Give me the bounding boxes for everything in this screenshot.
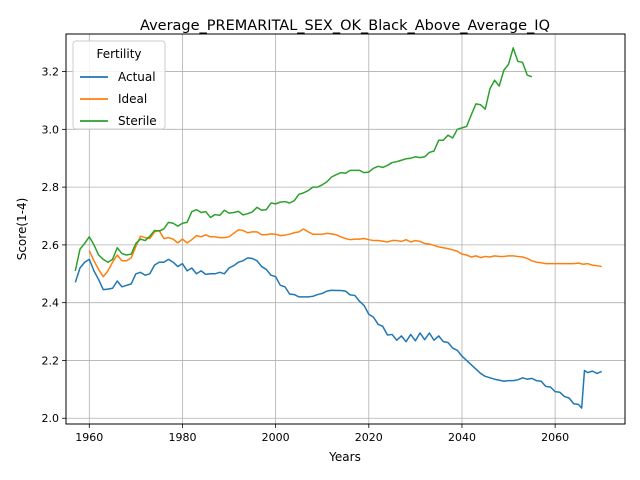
chart-title: Average_PREMARITAL_SEX_OK_Black_Above_Av… <box>140 18 550 34</box>
legend-title: Fertility <box>96 47 141 61</box>
x-tick-label: 2020 <box>355 431 383 444</box>
y-tick-label: 2.8 <box>42 181 60 194</box>
legend-box <box>72 40 166 130</box>
grid <box>66 34 625 424</box>
y-axis-label: Score(1-4) <box>15 198 29 261</box>
series-line-ideal <box>88 228 602 278</box>
x-tick-label: 2000 <box>262 431 290 444</box>
legend-items: Actual Ideal Sterile <box>80 70 157 128</box>
y-tick-label: 2.6 <box>42 239 60 252</box>
series-line-sterile <box>74 47 533 272</box>
x-tick-label: 1960 <box>75 431 103 444</box>
plot-frame <box>65 33 626 425</box>
legend-label-actual: Actual <box>118 70 156 84</box>
x-tick-label: 1980 <box>168 431 196 444</box>
x-tick-label: 2040 <box>448 431 476 444</box>
series-line-actual <box>74 257 603 409</box>
legend-label-ideal: Ideal <box>118 92 147 106</box>
x-axis-ticks: 1960 1980 2000 2020 2040 2060 <box>75 424 569 444</box>
y-tick-label: 2.0 <box>42 412 60 425</box>
y-axis-ticks: 2.0 2.2 2.4 2.6 2.8 3.0 3.2 <box>42 66 66 425</box>
x-axis-label: Years <box>328 450 361 464</box>
x-tick-label: 2060 <box>541 431 569 444</box>
y-tick-label: 2.4 <box>42 297 60 310</box>
y-tick-label: 3.2 <box>42 66 60 79</box>
y-tick-label: 2.2 <box>42 354 60 367</box>
legend-label-sterile: Sterile <box>118 114 157 128</box>
y-tick-label: 3.0 <box>42 123 60 136</box>
legend: Fertility Actual Ideal Sterile <box>72 40 166 130</box>
series-layer <box>74 47 603 409</box>
